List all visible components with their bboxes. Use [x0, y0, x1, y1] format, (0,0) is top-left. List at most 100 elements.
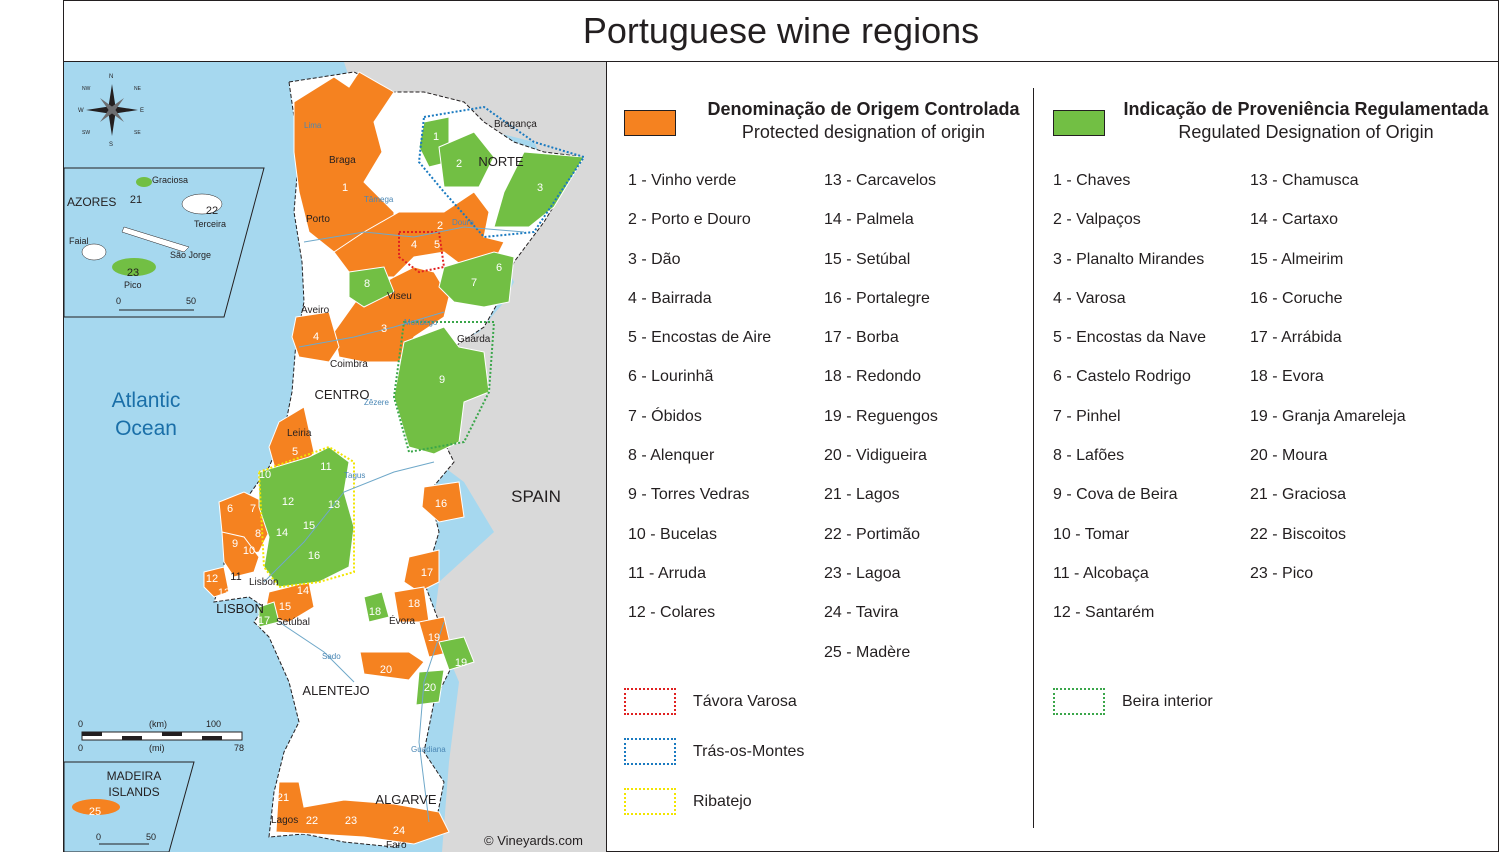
ipr-label-20: 20 [424, 682, 436, 694]
legend-tavora-varosa: Távora Varosa [624, 688, 797, 715]
ipr-item: 16 - Coruche [1250, 289, 1343, 307]
city-braganca: Bragança [494, 119, 537, 130]
ipr-item: 19 - Granja Amareleja [1250, 407, 1406, 425]
ipr-label-17: 17 [258, 615, 270, 627]
river-label-douro: Douro [452, 218, 474, 227]
legend-divider [1033, 88, 1034, 828]
doc-legend-subtitle: Protected designation of origin [741, 122, 986, 142]
island-terceira [181, 193, 223, 215]
ipr-label-23: 23 [127, 267, 139, 279]
tavora-varosa-boundary [398, 231, 446, 274]
ipr-label-15: 15 [303, 520, 315, 532]
island-sao-jorge [121, 226, 190, 253]
doc-item: 23 - Lagoa [824, 564, 901, 582]
island-graciosa [136, 177, 152, 187]
legend-tras-os-montes: Trás-os-Montes [624, 738, 804, 765]
doc-legend-header: Denominação de Origem Controlada Protect… [624, 98, 1031, 144]
ocean-label-line2: Ocean [115, 417, 177, 440]
ipr-item: 1 - Chaves [1053, 172, 1131, 189]
doc-item: 21 - Lagos [824, 486, 900, 504]
doc-item: 11 - Arruda [628, 564, 706, 582]
doc-label-12: 12 [206, 573, 218, 585]
ipr-swatch [1053, 110, 1105, 136]
doc-item: 14 - Palmela [824, 211, 914, 229]
city-coimbra: Coimbra [330, 359, 368, 370]
azores-scale-0: 0 [116, 296, 121, 306]
credit-text: © Vineyards.com [484, 833, 583, 848]
ipr-item: 14 - Cartaxo [1250, 211, 1339, 229]
doc-region-9-10 [221, 531, 260, 578]
ipr-list-col1: 1 - Chaves 2 - Valpaços 3 - Planalto Mir… [1053, 172, 1206, 644]
page-title: Portuguese wine regions [582, 9, 980, 51]
doc-label-4: 4 [313, 331, 319, 343]
doc-label-10: 10 [243, 545, 255, 557]
tavora-swatch [624, 688, 676, 715]
ipr-item: 23 - Pico [1250, 564, 1314, 582]
spain-landmass [344, 62, 606, 852]
doc-label-15: 15 [279, 601, 291, 613]
tras-os-montes-boundary [417, 105, 586, 239]
compass-se: SE [134, 130, 141, 136]
ipr-label-14: 14 [276, 527, 288, 539]
ipr-region-8 [348, 266, 395, 308]
doc-region-12-13 [203, 566, 230, 598]
map-panel[interactable]: Atlantic Ocean SPAIN NORTE CENTRO ALENTE… [64, 62, 607, 852]
spain-label: SPAIN [511, 487, 561, 506]
doc-label-16: 16 [435, 498, 447, 510]
doc-region-3 [333, 266, 450, 363]
ipr-label-12: 12 [282, 496, 294, 508]
ipr-label-16: 16 [308, 550, 320, 562]
ipr-legend-header: Indicação de Proveniência Regulamentada … [1053, 98, 1491, 144]
scale-mi-78: 78 [234, 743, 244, 753]
doc-item: 22 - Portimão [824, 525, 921, 543]
ipr-label-9: 9 [439, 374, 445, 386]
azores-scale-50: 50 [186, 296, 196, 306]
river-label-tagus: Tagus [344, 471, 365, 480]
ipr-item: 20 - Moura [1250, 447, 1328, 465]
ipr-region-3 [493, 151, 585, 228]
madeira-scale-0: 0 [96, 832, 101, 842]
ipr-item: 5 - Encostas da Nave [1053, 329, 1206, 347]
ipr-item: 3 - Planalto Mirandes [1053, 250, 1205, 268]
region-alentejo: ALENTEJO [302, 683, 369, 698]
compass-sw: SW [82, 130, 90, 136]
ipr-label-21: 21 [130, 194, 142, 206]
ipr-item: 22 - Biscoitos [1250, 525, 1347, 543]
ipr-legend-subtitle: Regulated Designation of Origin [1178, 122, 1434, 142]
doc-item: 12 - Colares [628, 604, 716, 622]
ipr-label-1: 1 [433, 131, 439, 143]
region-centro: CENTRO [315, 387, 370, 402]
river-label-tamega: Tâmega [364, 195, 394, 204]
scale-km-unit: (km) [149, 719, 167, 729]
doc-label-5: 5 [292, 446, 298, 458]
doc-item: 15 - Setúbal [824, 250, 911, 268]
doc-item: 10 - Bucelas [628, 525, 717, 543]
legend-panel: Denominação de Origem Controlada Protect… [608, 62, 1499, 852]
doc-label-22: 22 [306, 815, 318, 827]
compass-rose [86, 84, 138, 136]
doc-item: 20 - Vidigueira [824, 447, 927, 465]
scale-mi-unit: (mi) [149, 743, 165, 753]
river-douro [303, 226, 525, 243]
doc-item: 4 - Bairrada [628, 289, 712, 307]
doc-item: 8 - Alenquer [628, 447, 715, 465]
doc-swatch [624, 110, 676, 136]
doc-label-14: 14 [297, 585, 309, 597]
ipr-region-2 [438, 131, 495, 188]
doc-region-21-24 [275, 781, 450, 845]
tras-label: Trás-os-Montes [693, 742, 805, 760]
compass-s: S [109, 142, 113, 148]
doc-label-6: 6 [227, 503, 233, 515]
map-frame [63, 0, 1499, 852]
ipr-region-6-7 [438, 251, 515, 308]
region-algarve: ALGARVE [375, 792, 437, 807]
island-pico [112, 258, 156, 276]
tavora-label: Távora Varosa [693, 692, 797, 710]
ipr-label-11: 11 [320, 461, 331, 473]
ipr-legend-title: Indicação de Proveniência Regulamentada [1123, 99, 1489, 119]
ipr-label-8: 8 [364, 278, 370, 290]
city-lagos: Lagos [271, 815, 298, 826]
ipr-item: 18 - Evora [1250, 368, 1324, 386]
beira-interior-boundary [392, 321, 496, 454]
island-madeira [72, 799, 120, 815]
